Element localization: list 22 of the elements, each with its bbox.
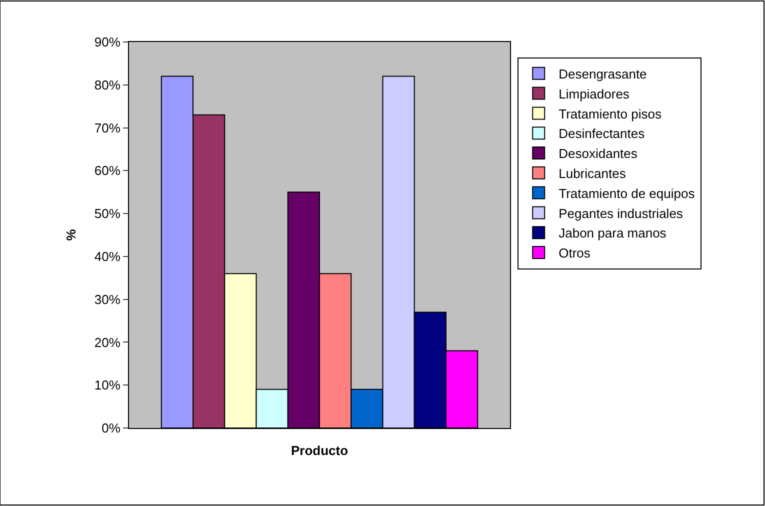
y-axis-title: %	[63, 228, 78, 241]
y-tick-label: 30%	[94, 292, 121, 307]
y-tick-label: 50%	[94, 206, 121, 222]
legend-label: Desengrasante	[558, 66, 647, 82]
legend-label: Desinfectantes	[558, 126, 646, 142]
y-tick-label: 60%	[94, 163, 121, 178]
legend-label: Lubricantes	[558, 166, 626, 181]
legend-label: Limpiadores	[558, 86, 630, 102]
legend-label: Otros	[558, 246, 591, 261]
legend-label: Jabon para manos	[558, 226, 667, 241]
y-tick-label: 20%	[94, 334, 121, 350]
y-tick-label: 0%	[102, 420, 121, 436]
y-tick-label: 40%	[94, 248, 121, 264]
x-axis-title: Producto	[290, 443, 348, 458]
y-tick-label: 10%	[94, 378, 121, 393]
legend-label: Tratamiento de equipos	[558, 186, 696, 201]
legend-label: Desoxidantes	[558, 146, 638, 162]
legend-label: Tratamiento pisos	[558, 106, 662, 122]
y-tick-label: 70%	[94, 120, 121, 136]
y-tick-label: 90%	[94, 34, 121, 50]
y-tick-label: 80%	[94, 77, 121, 92]
legend-label: Pegantes industriales	[558, 206, 684, 221]
